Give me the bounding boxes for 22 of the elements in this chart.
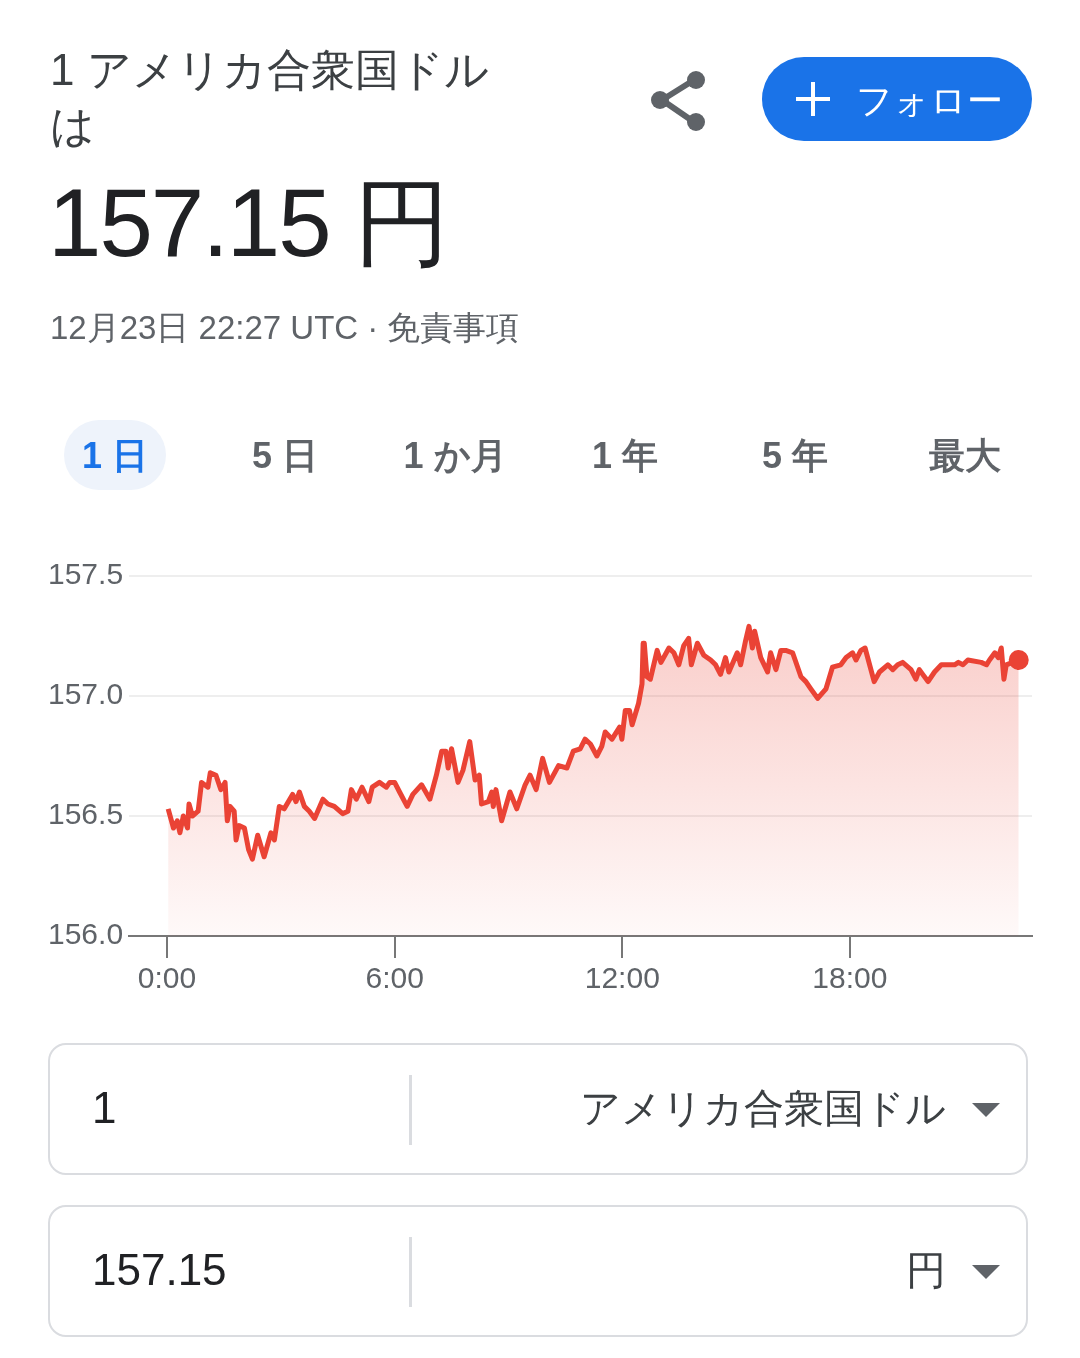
- y-tick-label: 156.5: [48, 797, 124, 831]
- text: 最大: [928, 434, 1002, 478]
- chart-title: 1 アメリカ合衆国ドルは: [50, 44, 490, 152]
- text: 157.15: [92, 1245, 227, 1295]
- chart-subtitle: 157.15 円: [48, 168, 449, 278]
- text: 1: [92, 1083, 117, 1133]
- y-tick-label: 156.0: [48, 917, 124, 951]
- x-tick-label: 6:00: [365, 961, 424, 995]
- x-tick-label: 12:00: [584, 961, 660, 995]
- text: アメリカ合衆国ドル: [580, 1085, 946, 1132]
- text: 5 年: [761, 434, 829, 478]
- text: 1 か月: [402, 434, 508, 478]
- text: 1 年: [591, 434, 659, 478]
- text: 円: [906, 1247, 946, 1294]
- text: 1 日: [81, 434, 149, 478]
- x-tick-label: 18:00: [812, 961, 888, 995]
- text: 5 日: [251, 434, 319, 478]
- x-tick-label: 0:00: [137, 961, 197, 995]
- text: 12月23日 22:27 UTC · 免責事項: [50, 308, 520, 348]
- y-tick-label: 157.0: [48, 677, 124, 711]
- text: フォロー: [856, 79, 1003, 123]
- y-tick-label: 157.5: [48, 557, 124, 591]
